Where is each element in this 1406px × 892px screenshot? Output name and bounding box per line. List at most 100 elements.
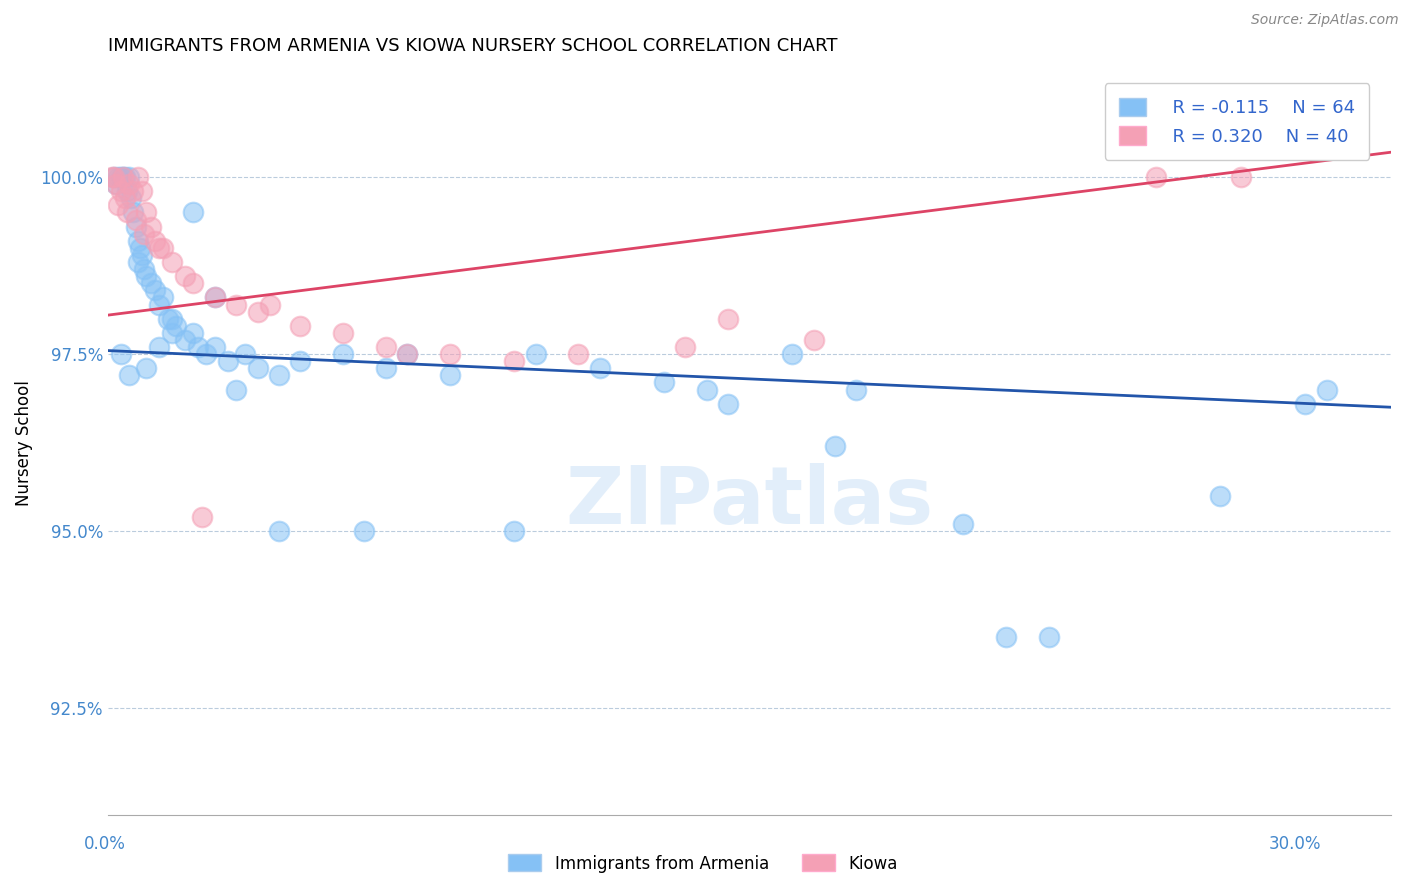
Point: [824, 439, 846, 453]
Point: [111, 169, 134, 184]
Point: [160, 311, 183, 326]
Point: [127, 255, 149, 269]
Point: [652, 376, 675, 390]
Point: [503, 354, 526, 368]
Point: [1294, 397, 1316, 411]
Text: IMMIGRANTS FROM ARMENIA VS KIOWA NURSERY SCHOOL CORRELATION CHART: IMMIGRANTS FROM ARMENIA VS KIOWA NURSERY…: [108, 37, 838, 55]
Point: [1038, 631, 1060, 645]
Point: [673, 340, 696, 354]
Point: [191, 510, 214, 524]
Point: [127, 234, 149, 248]
Point: [131, 248, 153, 262]
Point: [114, 191, 136, 205]
Point: [780, 347, 803, 361]
Point: [439, 368, 461, 383]
Point: [122, 205, 145, 219]
Point: [995, 631, 1018, 645]
Text: ZIPatlas: ZIPatlas: [565, 463, 934, 541]
Point: [524, 347, 547, 361]
Text: 30.0%: 30.0%: [1270, 835, 1322, 853]
Point: [148, 241, 170, 255]
Point: [290, 354, 312, 368]
Point: [122, 184, 145, 198]
Point: [246, 304, 269, 318]
Point: [135, 269, 157, 284]
Point: [567, 347, 589, 361]
Point: [1316, 383, 1339, 397]
Point: [115, 205, 138, 219]
Point: [803, 333, 825, 347]
Point: [696, 383, 718, 397]
Text: Source: ZipAtlas.com: Source: ZipAtlas.com: [1251, 13, 1399, 28]
Point: [396, 347, 419, 361]
Point: [134, 227, 156, 241]
Point: [118, 169, 141, 184]
Point: [204, 290, 226, 304]
Point: [1144, 169, 1167, 184]
Y-axis label: Nursery School: Nursery School: [15, 380, 32, 506]
Point: [225, 383, 247, 397]
Point: [233, 347, 256, 361]
Point: [103, 169, 125, 184]
Legend:   R = -0.115    N = 64,   R = 0.320    N = 40: R = -0.115 N = 64, R = 0.320 N = 40: [1105, 84, 1369, 160]
Point: [139, 219, 162, 234]
Point: [173, 333, 195, 347]
Point: [139, 277, 162, 291]
Point: [259, 297, 281, 311]
Point: [148, 340, 170, 354]
Point: [246, 361, 269, 376]
Point: [107, 169, 129, 184]
Point: [160, 255, 183, 269]
Text: 0.0%: 0.0%: [84, 835, 127, 853]
Point: [589, 361, 612, 376]
Point: [1230, 169, 1253, 184]
Point: [204, 290, 226, 304]
Point: [204, 340, 226, 354]
Point: [225, 297, 247, 311]
Point: [374, 340, 396, 354]
Point: [127, 169, 149, 184]
Point: [103, 169, 125, 184]
Point: [353, 524, 375, 539]
Point: [143, 284, 166, 298]
Point: [183, 277, 205, 291]
Point: [503, 524, 526, 539]
Point: [101, 169, 124, 184]
Point: [105, 177, 128, 191]
Point: [217, 354, 239, 368]
Point: [111, 169, 134, 184]
Point: [396, 347, 419, 361]
Point: [135, 205, 157, 219]
Point: [290, 318, 312, 333]
Point: [173, 269, 195, 284]
Point: [165, 318, 187, 333]
Point: [118, 368, 141, 383]
Point: [115, 184, 138, 198]
Point: [128, 241, 150, 255]
Point: [105, 177, 128, 191]
Point: [183, 326, 205, 340]
Point: [124, 219, 146, 234]
Point: [717, 397, 740, 411]
Point: [952, 517, 974, 532]
Point: [135, 361, 157, 376]
Point: [717, 311, 740, 326]
Point: [160, 326, 183, 340]
Point: [267, 524, 290, 539]
Point: [114, 169, 136, 184]
Point: [187, 340, 209, 354]
Point: [110, 169, 132, 184]
Point: [332, 347, 354, 361]
Point: [156, 311, 179, 326]
Point: [267, 368, 290, 383]
Point: [124, 212, 146, 227]
Point: [183, 205, 205, 219]
Point: [439, 347, 461, 361]
Point: [152, 241, 174, 255]
Point: [131, 184, 153, 198]
Point: [143, 234, 166, 248]
Point: [110, 184, 132, 198]
Point: [118, 177, 141, 191]
Point: [332, 326, 354, 340]
Point: [134, 262, 156, 277]
